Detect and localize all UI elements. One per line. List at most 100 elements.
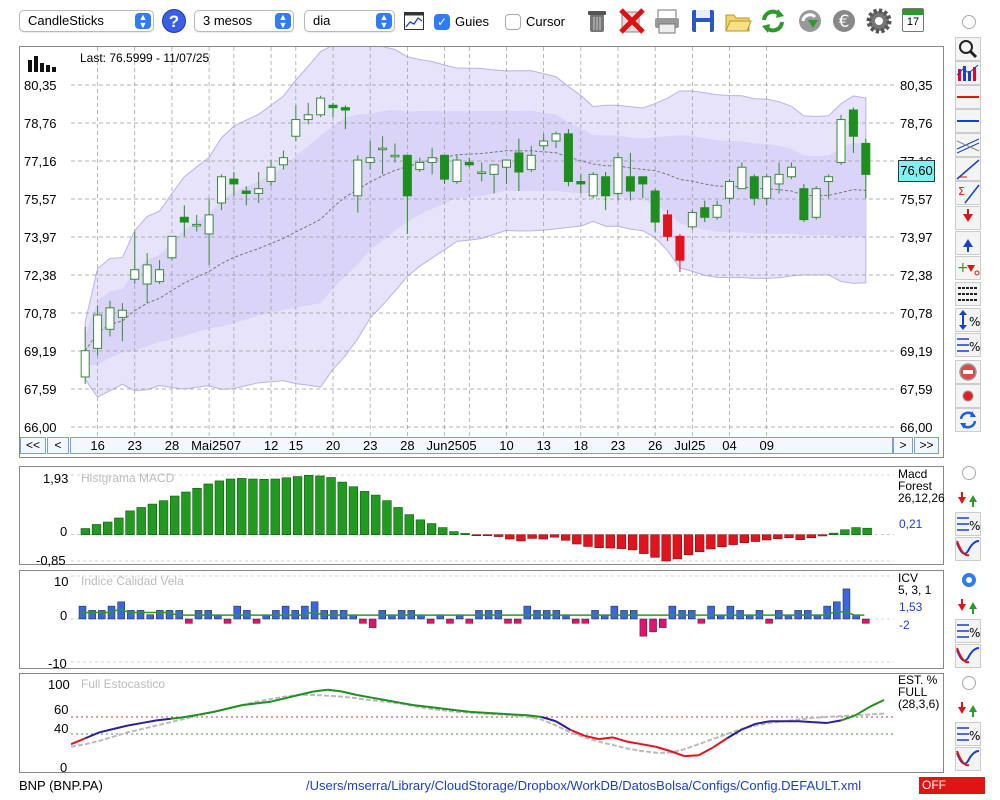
- date-axis-label: 23: [127, 438, 143, 453]
- stochastic-k-line: [541, 716, 557, 723]
- macd-bar: [672, 534, 682, 560]
- stochastic-k-line: [441, 707, 457, 712]
- nav-prev-button[interactable]: <: [47, 437, 69, 454]
- calendar-icon[interactable]: 17: [902, 8, 924, 32]
- svg-text:%: %: [969, 519, 980, 533]
- chart-window-icon[interactable]: [404, 12, 424, 30]
- nav-next-button[interactable]: >: [893, 437, 913, 454]
- price-axis-label: 72,38: [24, 268, 57, 283]
- save-icon[interactable]: [688, 6, 718, 36]
- candle-body: [464, 161, 474, 166]
- sync-icon[interactable]: [955, 408, 981, 432]
- icv-plot-area[interactable]: [71, 571, 894, 668]
- macd-bar: [382, 500, 392, 536]
- candle-body: [80, 350, 90, 378]
- channel-icon[interactable]: [955, 133, 981, 157]
- horizontal-line-red-icon[interactable]: [955, 85, 981, 109]
- nav-last-button[interactable]: >>: [914, 437, 939, 454]
- icv-radio[interactable]: [962, 573, 976, 587]
- time-scrollbar[interactable]: [70, 437, 893, 454]
- icv-bar: [368, 618, 377, 628]
- zoom-icon[interactable]: [955, 37, 981, 61]
- nav-first-button[interactable]: <<: [20, 437, 46, 454]
- icv-wave-icon[interactable]: [955, 644, 981, 668]
- status-badge[interactable]: OFF: [919, 777, 985, 794]
- macd-wave-icon[interactable]: [955, 537, 981, 561]
- svg-text:€: €: [839, 12, 850, 32]
- price-axis-label: 80,35: [24, 78, 57, 93]
- candle-body: [192, 223, 202, 227]
- chart-type-select[interactable]: CandleSticks ▲ ▼: [19, 10, 154, 32]
- stochastic-k-line: [142, 719, 157, 724]
- last-price-label: Last: 76.5999 - 11/07/25: [80, 51, 210, 65]
- stochastic-k-line: [242, 702, 257, 707]
- trash-icon[interactable]: [582, 6, 612, 36]
- lines-list-icon[interactable]: [955, 282, 981, 306]
- fibonacci-icon[interactable]: Σ: [955, 181, 981, 205]
- open-folder-icon[interactable]: [723, 6, 753, 36]
- no-entry-icon[interactable]: [955, 360, 981, 384]
- interval-select[interactable]: dia ▲ ▼: [304, 10, 395, 32]
- stochastic-radio[interactable]: [962, 676, 976, 690]
- macd-bar: [449, 531, 459, 536]
- candle-body: [725, 181, 735, 199]
- percent-lines-icon[interactable]: %: [955, 333, 981, 357]
- help-button[interactable]: ?: [162, 9, 186, 33]
- euro-icon[interactable]: €: [829, 6, 859, 36]
- stochastic-plot-area[interactable]: [71, 674, 894, 772]
- horizontal-line-blue-icon[interactable]: [955, 109, 981, 133]
- date-axis-label: 18: [573, 438, 589, 453]
- price-axis-label: 75,57: [900, 192, 933, 207]
- svg-text:+: +: [957, 260, 969, 276]
- macd-percent-lines-icon[interactable]: %: [955, 512, 981, 536]
- stochastic-signals-icon[interactable]: [955, 698, 981, 722]
- bar-chart-icon[interactable]: [27, 54, 57, 72]
- period-select[interactable]: 3 mesos ▲ ▼: [194, 10, 294, 32]
- stochastic-percent-lines-icon[interactable]: %: [955, 722, 981, 746]
- gear-icon[interactable]: [864, 6, 894, 36]
- delete-icon[interactable]: [617, 6, 647, 36]
- config-path-link[interactable]: /Users/mserra/Library/CloudStorage/Dropb…: [306, 778, 862, 793]
- date-axis-label: 13: [536, 438, 551, 453]
- macd-bar: [527, 534, 537, 539]
- main-panel-radio[interactable]: [962, 15, 976, 29]
- candle-body: [415, 161, 425, 171]
- vertical-range-percent-icon[interactable]: %: [955, 308, 981, 332]
- refresh-icon[interactable]: [758, 6, 788, 36]
- indicator-chart-icon[interactable]: [955, 61, 981, 85]
- icv-bar: [88, 610, 96, 620]
- price-plot-area[interactable]: [71, 47, 894, 436]
- icv-signals-icon[interactable]: [955, 595, 981, 619]
- macd-plot-area[interactable]: [71, 467, 894, 564]
- stochastic-k-line: [427, 705, 442, 710]
- price-axis-label: 78,76: [24, 116, 57, 131]
- candle-body: [588, 173, 598, 197]
- macd-bar: [773, 534, 783, 540]
- candle-body: [687, 212, 697, 228]
- macd-bar: [560, 534, 571, 541]
- date-axis-label: 10: [499, 438, 514, 453]
- icv-bar: [233, 605, 241, 620]
- stochastic-wave-icon[interactable]: [955, 747, 981, 771]
- stochastic-d-line: [71, 693, 885, 754]
- download-update-icon[interactable]: [795, 6, 825, 36]
- buy-sell-signals-icon[interactable]: +: [955, 256, 981, 280]
- sell-arrow-icon[interactable]: [955, 206, 981, 230]
- candle-body: [130, 269, 140, 280]
- record-icon[interactable]: [955, 384, 981, 408]
- printer-icon[interactable]: [652, 6, 682, 36]
- trend-line-icon[interactable]: [955, 157, 981, 181]
- icv-percent-lines-icon[interactable]: %: [955, 619, 981, 643]
- macd-radio[interactable]: [962, 466, 976, 480]
- macd-signals-icon[interactable]: [955, 488, 981, 512]
- macd-bar: [627, 534, 638, 551]
- stochastic-k-line: [627, 740, 642, 746]
- macd-bar: [683, 534, 694, 556]
- guides-checkbox[interactable]: ✓: [434, 14, 450, 30]
- stochastic-panel: [19, 673, 944, 773]
- cursor-checkbox[interactable]: [505, 14, 521, 30]
- buy-arrow-icon[interactable]: [955, 231, 981, 255]
- icv-bar: [156, 610, 164, 620]
- candle-body: [811, 188, 821, 218]
- icv-title: Indice Calidad Vela: [81, 574, 184, 588]
